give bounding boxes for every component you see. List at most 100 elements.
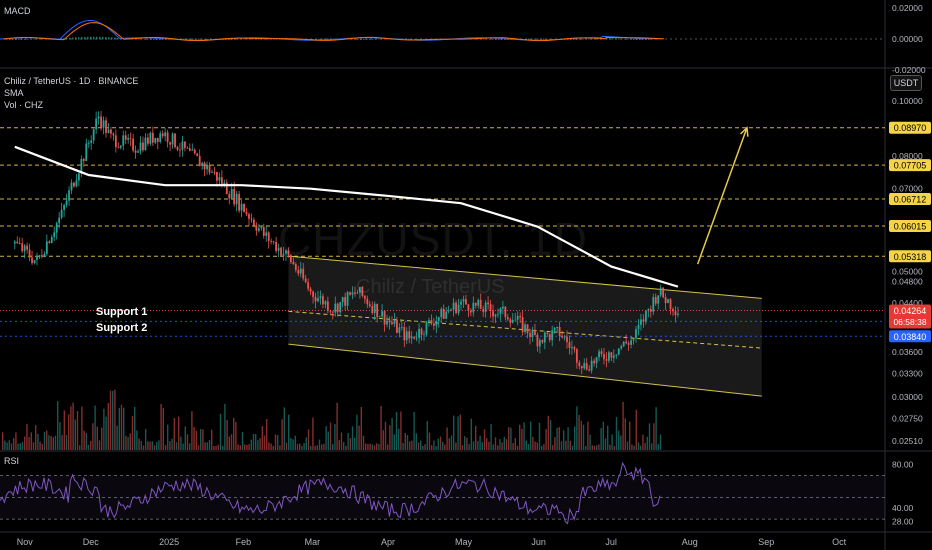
candle-body <box>201 162 204 167</box>
candle-body <box>159 133 162 142</box>
currency-button[interactable]: USDT <box>890 75 922 91</box>
candle-body <box>102 120 105 128</box>
volume-bar <box>233 417 235 450</box>
volume-bar <box>488 441 490 450</box>
candle-body <box>16 241 19 244</box>
volume-bar <box>637 442 640 450</box>
candle-body <box>497 313 499 315</box>
volume-bar <box>244 444 246 450</box>
candle-body <box>100 116 102 128</box>
channel-lower-line <box>288 343 762 397</box>
volume-bar <box>360 406 362 450</box>
candle-body <box>92 129 95 141</box>
volume-bar <box>312 417 314 450</box>
rsi-title: RSI <box>4 456 20 466</box>
volume-bar <box>26 424 28 450</box>
macd-histogram-bar <box>648 39 650 40</box>
volume-bar <box>607 425 609 450</box>
candle-body <box>255 225 258 231</box>
candle-body <box>595 357 598 364</box>
volume-bar <box>596 445 598 450</box>
macd-histogram-bar <box>633 39 635 40</box>
candle-body <box>398 327 401 333</box>
candle-body <box>97 116 100 119</box>
volume-bar <box>464 436 466 450</box>
volume-bar <box>160 403 162 450</box>
volume-bar <box>241 431 244 450</box>
candle-body <box>477 299 480 306</box>
candle-body <box>38 255 41 257</box>
macd-histogram-bar <box>234 39 236 40</box>
volume-bar <box>622 401 624 450</box>
candle-body <box>489 304 492 311</box>
volume-bar <box>591 445 593 450</box>
macd-histogram-bar <box>495 39 497 40</box>
macd-histogram-bar <box>135 38 137 40</box>
symbol-title[interactable]: Chiliz / TetherUS · 1D · BINANCE <box>4 76 139 86</box>
volume-bar <box>109 390 112 450</box>
candle-body <box>366 298 369 305</box>
macd-histogram-bar <box>159 39 161 40</box>
support-1-label: Support 1 <box>96 306 148 318</box>
candle-body <box>243 203 245 213</box>
candle-body <box>664 297 667 304</box>
macd-histogram-bar <box>33 38 35 40</box>
volume-bar <box>87 444 90 450</box>
candle-body <box>361 286 364 296</box>
volume-legend[interactable]: Vol · CHZ <box>4 100 44 110</box>
candle-body <box>193 149 196 154</box>
candle-body <box>248 214 250 219</box>
macd-histogram-bar <box>186 38 188 40</box>
macd-histogram-bar <box>582 39 584 40</box>
candle-body <box>378 316 381 318</box>
candle-body <box>410 336 413 339</box>
volume-bar <box>270 443 272 450</box>
volume-bar <box>459 414 461 450</box>
volume-bar <box>629 421 631 450</box>
candle-body <box>563 336 566 338</box>
volume-bar <box>158 440 160 450</box>
candle-body <box>391 322 393 325</box>
macd-histogram-bar <box>606 38 608 40</box>
macd-histogram-bar <box>321 38 323 40</box>
candle-body <box>514 319 517 321</box>
candle-body <box>442 308 445 319</box>
candle-body <box>344 297 347 306</box>
volume-bar <box>171 438 173 450</box>
volume-bar <box>453 415 455 450</box>
candle-body <box>400 327 403 328</box>
candle-body <box>546 332 549 334</box>
volume-bar <box>433 440 435 450</box>
macd-histogram-bar <box>90 36 92 40</box>
macd-histogram-bar <box>231 39 233 40</box>
candle-body <box>58 217 61 224</box>
volume-bar <box>461 445 464 450</box>
macd-histogram-bar <box>228 39 230 41</box>
sma-line <box>14 145 679 288</box>
volume-bar <box>178 416 180 450</box>
candle-body <box>183 141 186 148</box>
macd-histogram-bar <box>576 39 578 40</box>
sma-legend[interactable]: SMA <box>4 88 24 98</box>
volume-bar <box>530 421 532 450</box>
macd-histogram-bar <box>225 39 227 41</box>
volume-bar <box>525 440 527 450</box>
level-badge-0.03840 <box>889 330 931 343</box>
candle-body <box>134 150 137 153</box>
volume-bar <box>277 434 279 450</box>
volume-bar <box>2 432 4 450</box>
volume-bar <box>136 430 138 450</box>
volume-bar <box>648 423 651 450</box>
volume-bar <box>402 442 404 450</box>
volume-bar <box>96 426 98 450</box>
macd-histogram-bar <box>75 37 77 40</box>
candle-body <box>462 299 465 302</box>
macd-histogram-bar <box>63 38 65 40</box>
candle-body <box>635 329 637 339</box>
candle-body <box>206 164 208 170</box>
candle-body <box>585 363 588 370</box>
volume-bar <box>547 415 549 450</box>
candle-body <box>331 311 334 313</box>
candle-body <box>566 336 568 343</box>
